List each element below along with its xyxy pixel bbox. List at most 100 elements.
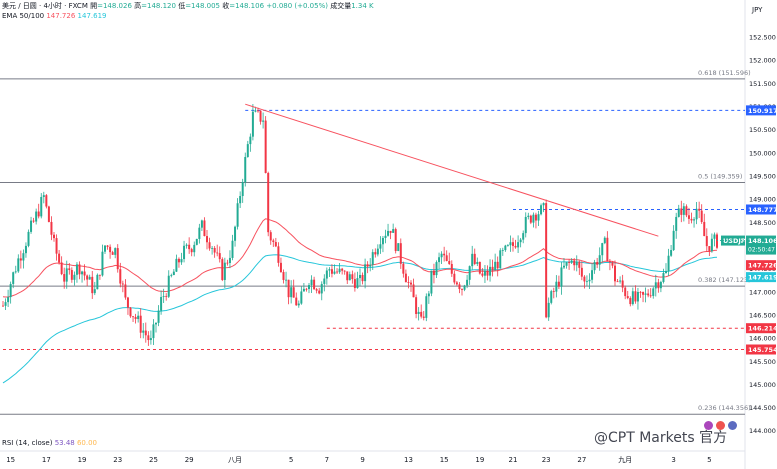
candle-body bbox=[137, 315, 140, 320]
candle-body bbox=[27, 231, 30, 246]
x-tick-label: 23 bbox=[113, 456, 122, 464]
candle-body bbox=[371, 252, 374, 265]
x-tick-label: 15 bbox=[440, 456, 449, 464]
x-tick-label: 八月 bbox=[228, 456, 242, 464]
flag-icon[interactable] bbox=[704, 421, 713, 430]
ema-label: EMA 50/100 bbox=[2, 12, 45, 20]
candle-body bbox=[425, 296, 428, 318]
candle-body bbox=[19, 258, 22, 261]
rsi-legend[interactable]: RSI (14, close) 53.48 60.00 bbox=[2, 439, 97, 447]
candle bbox=[468, 265, 471, 285]
candle bbox=[356, 271, 359, 289]
candle bbox=[134, 313, 137, 324]
candle-body bbox=[412, 284, 415, 298]
candle-body bbox=[489, 266, 492, 276]
candle bbox=[295, 292, 298, 306]
candle bbox=[328, 267, 331, 277]
candle-body bbox=[269, 232, 272, 241]
candle-body bbox=[708, 246, 711, 252]
candle bbox=[489, 259, 492, 282]
candle-body bbox=[126, 297, 129, 308]
y-tick-label: 151.500 bbox=[749, 80, 776, 88]
candle-body bbox=[88, 276, 91, 280]
candle bbox=[708, 246, 711, 257]
high-value: =148.120 bbox=[141, 2, 176, 10]
candle bbox=[389, 230, 392, 240]
candle bbox=[170, 273, 173, 278]
candle bbox=[70, 267, 73, 283]
candle-body bbox=[644, 293, 647, 295]
candle bbox=[639, 290, 642, 298]
candle-body bbox=[114, 248, 117, 255]
candle bbox=[216, 244, 219, 257]
candle-body bbox=[313, 279, 316, 290]
candle-body bbox=[568, 262, 571, 263]
candle bbox=[129, 307, 132, 318]
countdown-label: 02:50:47 bbox=[748, 247, 775, 254]
candle-body bbox=[183, 245, 186, 260]
candle bbox=[670, 244, 673, 257]
candle-body bbox=[330, 269, 333, 274]
candle-body bbox=[14, 271, 17, 273]
candle bbox=[504, 244, 507, 252]
candle bbox=[310, 275, 313, 293]
candle-body bbox=[348, 274, 351, 281]
fib-level-label: 0.236 (144.356) bbox=[698, 404, 751, 412]
candle bbox=[101, 244, 104, 277]
candle bbox=[514, 239, 517, 249]
candle bbox=[713, 232, 716, 247]
rsi-value-2: 60.00 bbox=[76, 439, 98, 447]
candle-body bbox=[494, 261, 497, 271]
symbol-line: 美元 / 日圆 · 4小时 · FXCM bbox=[2, 2, 88, 10]
rsi-value-1: 53.48 bbox=[54, 439, 75, 447]
candle-body bbox=[361, 274, 364, 282]
candle-body bbox=[295, 297, 298, 306]
candle-body bbox=[524, 216, 527, 234]
candle-body bbox=[698, 208, 701, 211]
flag-icon[interactable] bbox=[716, 421, 725, 430]
candle bbox=[244, 152, 247, 187]
candle-body bbox=[578, 261, 581, 268]
candle bbox=[634, 285, 637, 304]
currency-label: JPY bbox=[751, 6, 763, 14]
candle bbox=[547, 297, 550, 321]
candle-body bbox=[320, 283, 323, 294]
candle bbox=[152, 319, 155, 345]
candle-body bbox=[139, 315, 142, 333]
candle bbox=[596, 257, 599, 269]
candle-body bbox=[680, 208, 683, 215]
x-tick-label: 25 bbox=[149, 456, 158, 464]
candle bbox=[399, 238, 402, 269]
candle bbox=[223, 257, 226, 289]
candle-body bbox=[9, 283, 12, 298]
candle bbox=[213, 246, 216, 258]
candle-body bbox=[160, 296, 163, 311]
flag-icon[interactable] bbox=[728, 421, 737, 430]
candle bbox=[662, 268, 665, 284]
candle-body bbox=[366, 264, 369, 267]
candle bbox=[190, 247, 193, 257]
candle bbox=[376, 244, 379, 257]
candle-body bbox=[246, 144, 249, 158]
candle-body bbox=[285, 279, 288, 281]
candle-body bbox=[203, 220, 206, 237]
candle-body bbox=[277, 246, 280, 263]
candle-body bbox=[116, 248, 119, 270]
candle-body bbox=[537, 214, 540, 221]
candle-body bbox=[157, 310, 160, 323]
candle bbox=[394, 227, 397, 254]
candle-body bbox=[305, 288, 308, 290]
y-tick-label: 152.000 bbox=[749, 57, 776, 65]
candle bbox=[282, 269, 285, 284]
candle-body bbox=[60, 262, 63, 275]
candle bbox=[297, 300, 300, 308]
candle-body bbox=[616, 281, 619, 283]
candle bbox=[239, 191, 242, 208]
candle bbox=[272, 238, 275, 247]
ema-legend[interactable]: EMA 50/100 147.726 147.619 bbox=[2, 11, 106, 21]
candle bbox=[269, 230, 272, 245]
candle bbox=[461, 288, 463, 296]
candle-body bbox=[308, 285, 310, 289]
event-markers[interactable] bbox=[704, 421, 737, 430]
